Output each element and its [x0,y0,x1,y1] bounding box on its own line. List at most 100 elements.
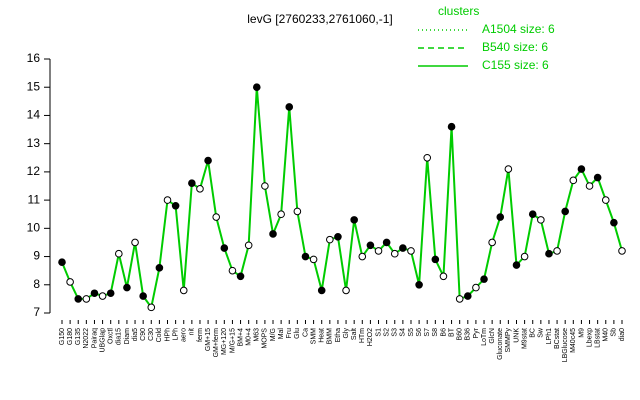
y-tick-label: 12 [27,164,41,178]
data-point [407,247,415,255]
data-point [58,258,66,267]
data-point [545,249,553,258]
x-tick-label: S7 [424,328,431,337]
x-tick-label: Gly [343,328,350,339]
x-tick-label: H2O2 [367,328,374,346]
x-tick-label: BT [448,327,455,337]
x-tick-label: SMM [310,328,317,345]
legend-label: A1504 size: 6 [482,22,555,36]
x-tick-label: HTm [359,328,366,343]
data-point [115,249,123,258]
data-point [309,255,318,264]
x-tick-label: S8 [432,328,439,337]
x-tick-label: C90 [140,328,147,341]
x-tick-label: UBGlap [99,328,106,353]
data-point [593,173,602,182]
x-tick-label: S2 [383,328,390,337]
data-point [334,233,342,241]
x-tick-label: Pyr [473,327,480,338]
x-tick-label: Lbexp [586,328,593,347]
data-point [496,213,505,221]
x-tick-label: Gluconate [497,328,504,360]
x-tick-label: Sw [538,327,545,338]
data-point [236,272,245,281]
data-point [228,266,237,275]
data-point [455,295,464,303]
y-tick-label: 15 [27,79,41,93]
x-tick-label: SMMPy [505,328,512,353]
x-tick-label: LBstat [594,328,601,348]
data-point [179,286,188,295]
x-tick-label: S4 [400,328,407,337]
y-tick-label: 16 [27,51,41,65]
x-tick-label: UNK [513,328,520,343]
x-tick-label: S3 [392,328,399,337]
data-point [74,295,83,303]
x-tick-label: Heat [319,328,326,343]
data-point [204,156,212,165]
x-tick-label: aero [181,328,188,342]
x-tick-label: BM+4 [237,328,244,347]
y-tick-label: 8 [33,277,40,291]
data-point [415,280,423,289]
x-tick-label: B60 [457,328,464,341]
legend-label: C155 size: 6 [482,58,549,72]
data-point [382,238,391,247]
data-point [463,292,472,300]
x-tick-label: HPh [164,328,171,342]
x-tick-label: Fru [286,328,293,339]
data-point [82,295,91,303]
x-tick-label: Ca [302,328,309,337]
x-tick-label: LBGlucose [562,328,569,362]
data-point [512,261,521,269]
data-point [431,255,440,264]
data-point [277,210,285,219]
y-tick-label: 7 [33,305,40,319]
x-tick-label: MG+120 [221,328,228,355]
data-point [569,176,578,185]
y-tick-label: 10 [27,221,41,235]
data-point [610,218,618,227]
data-point [285,103,294,111]
data-point [188,179,196,187]
x-tick-label: Mal [278,328,285,340]
x-tick-label: LoTm [481,328,488,346]
data-point [163,196,172,204]
y-tick-label: 11 [28,192,41,206]
data-point [212,213,221,221]
data-point [196,185,204,193]
data-point [480,275,488,283]
data-point [252,83,261,92]
data-point [528,210,537,219]
x-tick-label: M9stat [521,328,528,349]
data-point [553,247,561,255]
x-tick-label: Salt [351,328,358,340]
x-tick-label: ferm [197,328,204,342]
x-tick-label: Etha [335,328,342,343]
data-point [220,244,229,252]
data-point [537,216,545,224]
data-point [439,272,448,281]
chart-title: levG [2760233,2761060,-1] [247,12,392,26]
x-tick-label: M/G [270,328,277,341]
x-tick-label: M40 [603,328,610,342]
y-tick-label: 13 [27,136,41,150]
x-tick-label: GlcN [489,328,496,344]
x-tick-label: dia15 [116,328,123,345]
x-tick-label: N2022 [83,328,90,349]
series-line [61,87,623,310]
x-tick-label: M40c45 [570,328,577,353]
data-point [423,153,432,162]
x-tick-label: Diam [124,328,131,345]
data-point [342,286,350,295]
data-point [488,238,496,247]
data-point [293,207,302,216]
x-tick-label: S5 [408,328,415,337]
data-point [269,230,277,238]
data-point [577,165,586,173]
data-point [585,182,594,190]
x-tick-label: LPh1 [546,328,553,344]
data-point [561,207,569,216]
data-point [317,286,326,295]
